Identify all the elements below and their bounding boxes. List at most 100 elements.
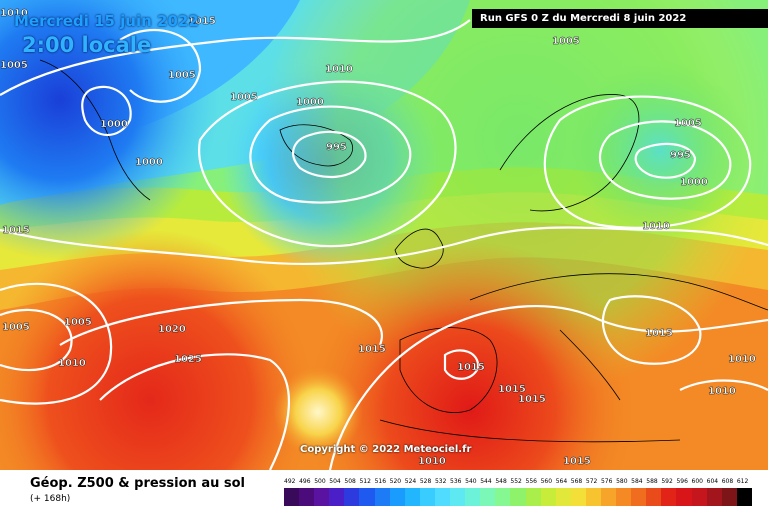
legend-swatch (676, 488, 692, 506)
label-1015-med-a: 1015 (498, 384, 526, 395)
legend-swatch (616, 488, 632, 506)
footer-subtitle: (+ 168h) (30, 494, 71, 504)
isobar-1010-east (679, 379, 768, 391)
legend-swatch (465, 488, 481, 506)
legend-swatch (299, 488, 315, 506)
label-1000-b: 1000 (135, 157, 163, 168)
isobar-1020 (59, 298, 383, 346)
coast-iberia (399, 327, 498, 413)
label-1010-africa: 1010 (418, 456, 446, 467)
legend-swatch (736, 488, 752, 506)
legend-value: 508 (344, 478, 356, 485)
legend-value: 588 (646, 478, 658, 485)
label-1005-greenland-a: 1005 (168, 70, 196, 81)
legend-swatch (706, 488, 722, 506)
coast-greenland (39, 59, 151, 201)
isobar-995-scand (634, 142, 697, 179)
map-svg: 1010 1015 1005 1005 1000 995 1000 1005 1… (0, 0, 768, 470)
legend-value: 496 (299, 478, 311, 485)
isobar-labels: 1010 1015 1005 1005 1000 995 1000 1005 1… (0, 8, 756, 467)
legend-value: 532 (434, 478, 447, 485)
legend-swatch (314, 488, 330, 506)
legend-swatch (570, 488, 586, 506)
label-1005-west-b: 1005 (64, 317, 92, 328)
coastlines (39, 59, 768, 443)
legend-value: 544 (480, 478, 492, 485)
legend-value: 516 (374, 478, 387, 485)
coast-british-isles (394, 228, 444, 269)
label-1010-west: 1010 (58, 358, 86, 369)
legend-value: 492 (284, 478, 296, 485)
label-1015-west: 1015 (2, 225, 30, 236)
legend-swatch (646, 488, 662, 506)
legend-value: 536 (450, 478, 462, 485)
legend-swatch (344, 488, 360, 506)
isobar-1015-iberia (443, 349, 480, 380)
isobar-995-iceland (292, 130, 367, 179)
legend-value: 548 (495, 478, 507, 485)
isobar-1005-west (0, 308, 73, 372)
label-1005-scand: 1005 (674, 118, 702, 129)
legend-swatch (721, 488, 737, 506)
isobar-1000-iceland (249, 105, 412, 204)
legend-swatch (419, 488, 435, 506)
label-1010-east: 1010 (728, 354, 756, 365)
legend-swatch (389, 488, 405, 506)
legend-swatch (450, 488, 466, 506)
label-1010-east-b: 1010 (708, 386, 736, 397)
legend-labels: 492 496 500 504 508 512 516 520 524 528 532 536 540 5… (284, 478, 752, 485)
legend-value: 604 (706, 478, 719, 485)
legend-swatch (691, 488, 707, 506)
label-1005-west: 1005 (2, 322, 30, 333)
legend-swatch (359, 488, 375, 506)
map-date-title: Mercredi 15 juin 2022 (14, 12, 199, 30)
label-1025: 1025 (174, 354, 202, 365)
legend-value: 612 (736, 478, 749, 485)
legend-value: 564 (555, 478, 568, 485)
legend-swatch (600, 488, 617, 506)
isobar-1015-balkans (601, 295, 702, 365)
legend-value: 584 (631, 478, 643, 485)
label-1015-med-b: 1015 (518, 394, 546, 405)
legend-swatch (631, 488, 647, 506)
isobar-1010-west (0, 282, 113, 405)
legend-value: 560 (540, 478, 553, 485)
legend-swatch (329, 488, 345, 506)
isobar-1015-north (0, 226, 768, 266)
isobar-1000-scand (598, 120, 732, 200)
legend-swatch (510, 488, 526, 506)
label-1015-bay: 1015 (358, 344, 386, 355)
label-1015-balkans: 1015 (645, 328, 673, 339)
legend-value: 608 (721, 478, 734, 485)
run-info-banner: Run GFS 0 Z du Mercredi 8 juin 2022 (472, 9, 768, 28)
legend-value: 524 (404, 478, 417, 485)
legend-value: 540 (465, 478, 477, 485)
isobar-1010-north (0, 19, 471, 96)
label-995-iceland: 995 (326, 142, 347, 153)
legend-value: 576 (600, 478, 613, 485)
label-1000-iceland: 1000 (296, 97, 324, 108)
label-1000-greenland: 1000 (100, 119, 128, 130)
map-time-title: 2:00 locale (22, 33, 152, 57)
isobar-1000-greenland (81, 85, 132, 136)
legend-swatch (434, 488, 451, 506)
legend-swatch (661, 488, 677, 506)
legend-value: 592 (661, 478, 673, 485)
isobar-1005-scand (543, 95, 752, 229)
label-1005-norway: 1005 (552, 36, 580, 47)
label-1015-top: 1015 (188, 16, 216, 27)
legend-value: 504 (329, 478, 341, 485)
legend-value: 500 (314, 478, 326, 485)
isobar-1005-greenland (119, 28, 202, 103)
isobar-1025 (99, 353, 290, 470)
coast-iceland (279, 124, 353, 167)
legend-value: 520 (389, 478, 402, 485)
label-1020: 1020 (158, 324, 186, 335)
legend-value: 596 (676, 478, 688, 485)
legend-swatch (480, 488, 496, 506)
legend-value: 528 (419, 478, 432, 485)
color-legend (284, 488, 752, 506)
copyright-text: Copyright © 2022 Meteociel.fr (300, 444, 472, 455)
label-1005-nw: 1005 (0, 60, 28, 71)
coast-scandinavia (499, 94, 640, 212)
